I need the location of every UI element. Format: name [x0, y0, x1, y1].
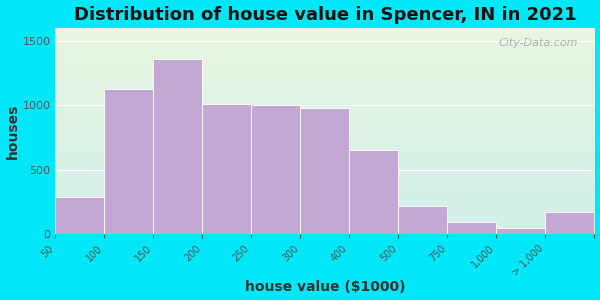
- Bar: [398, 206, 448, 234]
- Text: City-Data.com: City-Data.com: [499, 38, 578, 48]
- Bar: [202, 104, 251, 234]
- Bar: [251, 105, 301, 234]
- X-axis label: house value ($1000): house value ($1000): [245, 280, 405, 294]
- Bar: [448, 223, 496, 234]
- Bar: [153, 59, 202, 234]
- Title: Distribution of house value in Spencer, IN in 2021: Distribution of house value in Spencer, …: [74, 6, 576, 24]
- Bar: [104, 89, 153, 234]
- Bar: [55, 197, 104, 234]
- Bar: [545, 212, 595, 234]
- Bar: [349, 150, 398, 234]
- Y-axis label: houses: houses: [5, 103, 20, 159]
- Bar: [496, 228, 545, 234]
- Bar: [301, 108, 349, 234]
